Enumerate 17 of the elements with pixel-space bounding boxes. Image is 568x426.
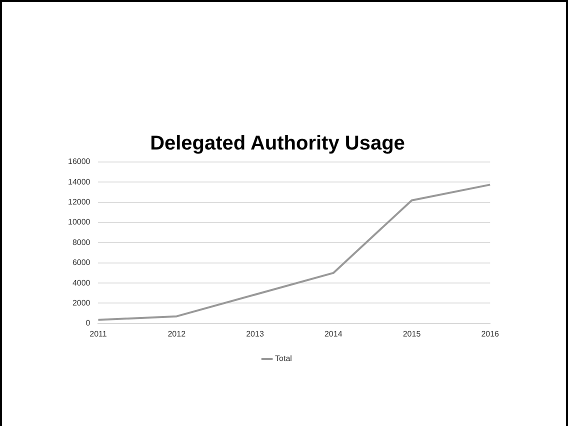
chart-title: Delegated Authority Usage [150,132,405,155]
x-tick-label: 2015 [402,329,422,338]
y-tick-label: 4000 [72,278,91,288]
x-tick-label: 2016 [481,329,500,338]
y-tick-label: 0 [86,318,91,328]
x-tick-label: 2014 [324,329,343,338]
legend-label: Total [275,354,292,364]
y-tick-label: 14000 [68,177,91,186]
y-tick-label: 16000 [68,157,91,166]
x-tick-label: 2012 [168,329,186,338]
y-tick-label: 2000 [72,298,91,308]
y-tick-label: 6000 [72,258,91,268]
x-tick-label: 2011 [90,329,108,338]
y-tick-label: 12000 [68,198,91,207]
x-tick-label: 2013 [246,329,264,338]
y-tick-label: 10000 [68,218,91,227]
y-tick-label: 8000 [72,238,91,247]
